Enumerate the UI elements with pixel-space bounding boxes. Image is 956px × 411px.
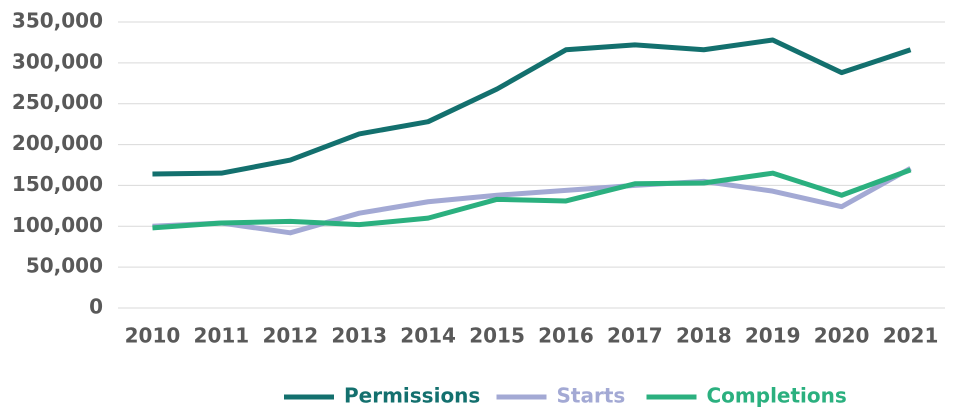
x-tick-label: 2020 <box>814 324 870 348</box>
x-tick-label: 2018 <box>676 324 732 348</box>
x-tick-label: 2012 <box>262 324 318 348</box>
line-series <box>152 37 912 177</box>
x-tick-label: 2017 <box>607 324 663 348</box>
y-tick-label: 200,000 <box>12 131 103 155</box>
legend-label: Permissions <box>344 384 480 408</box>
legend-label: Completions <box>707 384 847 408</box>
line-series <box>152 167 912 231</box>
x-tick-label: 2014 <box>400 324 456 348</box>
x-tick-label: 2021 <box>883 324 939 348</box>
x-tick-label: 2013 <box>331 324 387 348</box>
x-tick-label: 2010 <box>125 324 181 348</box>
x-tick-label: 2015 <box>469 324 525 348</box>
y-tick-label: 100,000 <box>12 213 103 237</box>
line-series <box>152 166 912 236</box>
y-tick-label: 300,000 <box>12 49 103 73</box>
legend-label: Starts <box>557 384 626 408</box>
x-tick-label: 2011 <box>194 324 250 348</box>
y-tick-label: 350,000 <box>12 9 103 33</box>
x-tick-label: 2016 <box>538 324 594 348</box>
x-tick-label: 2019 <box>745 324 801 348</box>
y-tick-label: 250,000 <box>12 90 103 114</box>
y-tick-label: 50,000 <box>26 254 103 278</box>
y-tick-label: 150,000 <box>12 172 103 196</box>
y-tick-label: 0 <box>89 295 103 319</box>
